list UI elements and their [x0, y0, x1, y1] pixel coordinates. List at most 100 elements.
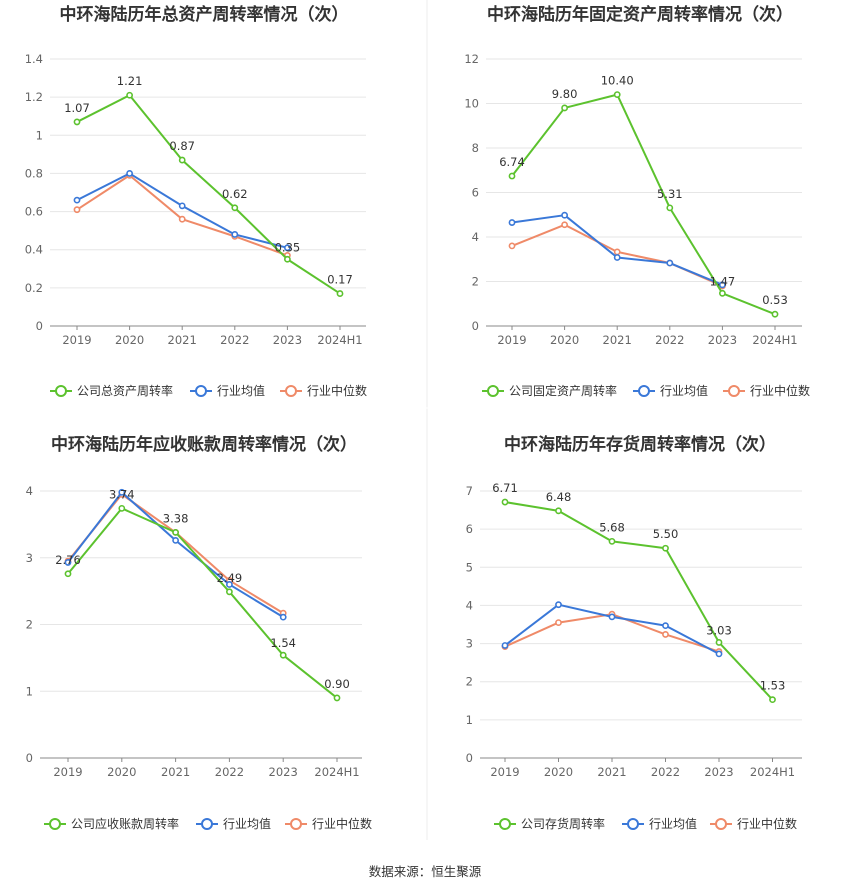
data-label: 5.68: [599, 520, 625, 534]
series-line-company: [67, 507, 338, 699]
y-tick-label: 0.8: [25, 166, 43, 180]
data-point-industry_avg: [666, 259, 674, 267]
legend-swatch-marker: [487, 385, 499, 397]
y-tick-label: 1.2: [25, 90, 43, 104]
chart-panel-1: 中环海陆历年总资产周转率情况（次） 0 0.2 0.4 0.6 0.8 1 1.2 1.4 201…: [25, 4, 367, 398]
y-tick-label: 2: [466, 675, 473, 689]
legend-swatch-marker: [285, 385, 297, 397]
x-tick-label: 2021: [603, 333, 632, 347]
data-point-industry_median: [662, 631, 669, 638]
y-tick-label: 1: [36, 128, 43, 142]
y-tick-label: 0.2: [25, 281, 43, 295]
legend-item-industry_median[interactable]: 行业中位数: [723, 383, 810, 398]
legend-item-company[interactable]: 公司固定资产周转率: [482, 383, 617, 398]
x-tick-label: 2022: [220, 333, 249, 347]
data-point-industry_avg: [225, 581, 233, 588]
data-label: 6.74: [499, 155, 525, 169]
data-label: 10.40: [601, 74, 634, 88]
x-tick-label: 2022: [651, 765, 680, 779]
legend-swatch-marker: [49, 818, 61, 830]
x-tick-label: 2021: [161, 765, 190, 779]
x-tick-label: 2024H1: [317, 333, 362, 347]
y-tick-label: 6: [472, 186, 479, 200]
data-source: 数据来源：恒生聚源: [369, 864, 482, 879]
legend-item-industry_avg[interactable]: 行业均值: [633, 383, 708, 398]
y-tick-label: 0: [26, 751, 33, 765]
data-point-company: [73, 118, 81, 126]
y-tick-label: 0: [36, 319, 43, 333]
data-label: 5.50: [653, 527, 679, 541]
legend-label: 公司存货周转率: [521, 816, 605, 831]
data-point-company: [126, 91, 134, 99]
legend-swatch-marker: [627, 818, 639, 830]
data-point-industry_avg: [178, 202, 186, 210]
data-point-industry_avg: [508, 219, 516, 226]
legend-label: 行业中位数: [750, 383, 810, 398]
legend-item-industry_median[interactable]: 行业中位数: [280, 383, 367, 398]
x-tick-label: 2022: [655, 333, 684, 347]
y-tick-label: 4: [26, 484, 33, 498]
legend-item-company[interactable]: 公司应收账款周转率: [44, 816, 179, 831]
x-tick-label: 2019: [53, 765, 82, 779]
legend-label: 行业均值: [649, 816, 697, 831]
data-point-company: [666, 204, 674, 212]
legend-item-industry_avg[interactable]: 行业均值: [196, 816, 271, 831]
y-tick-label: 2: [472, 275, 479, 289]
data-point-industry_avg: [73, 196, 81, 204]
chart-panel-3: 中环海陆历年应收账款周转率情况（次） 0 1 2 3 4 2019 2020 2021 2022 2…: [26, 434, 372, 831]
y-tick-label: 3: [466, 637, 473, 651]
x-tick-label: 2024H1: [314, 765, 359, 779]
data-point-company: [64, 570, 72, 578]
data-point-industry_avg: [231, 231, 239, 238]
data-label: 1.53: [760, 679, 786, 693]
legend-item-company[interactable]: 公司存货周转率: [494, 816, 605, 831]
data-point-industry_avg: [608, 613, 616, 621]
data-point-company: [501, 498, 509, 506]
legend-item-industry_median[interactable]: 行业中位数: [710, 816, 797, 831]
data-label: 3.38: [163, 511, 189, 525]
x-tick-label: 2020: [550, 333, 579, 347]
data-label: 1.54: [270, 636, 296, 650]
legend-label: 公司总资产周转率: [77, 383, 173, 398]
data-point-company: [662, 544, 669, 552]
y-tick-label: 4: [472, 230, 479, 244]
data-point-company: [118, 504, 126, 512]
chart-title: 中环海陆历年应收账款周转率情况（次）: [51, 434, 357, 455]
legend-item-industry_avg[interactable]: 行业均值: [622, 816, 697, 831]
data-label: 0.87: [169, 139, 195, 153]
y-tick-label: 10: [464, 97, 479, 111]
data-label: 2.49: [217, 571, 243, 585]
data-point-industry_avg: [555, 601, 562, 609]
x-tick-label: 2022: [215, 765, 244, 779]
legend-label: 行业中位数: [307, 383, 367, 398]
y-tick-label: 0: [466, 751, 473, 765]
x-tick-label: 2020: [115, 333, 144, 347]
data-point-industry_avg: [118, 488, 126, 496]
legend-label: 行业均值: [660, 383, 708, 398]
x-tick-label: 2023: [704, 765, 733, 779]
legend-item-company[interactable]: 公司总资产周转率: [50, 383, 173, 398]
y-tick-label: 1: [466, 713, 473, 727]
x-tick-label: 2021: [597, 765, 626, 779]
chart-title: 中环海陆历年总资产周转率情况（次）: [60, 4, 349, 25]
x-tick-label: 2021: [168, 333, 197, 347]
x-tick-label: 2024H1: [750, 765, 795, 779]
legend-swatch-marker: [728, 385, 740, 397]
x-tick-label: 2020: [544, 765, 573, 779]
data-point-company: [333, 694, 341, 702]
y-tick-label: 0.6: [25, 205, 43, 219]
data-point-company: [715, 639, 723, 646]
data-point-company: [283, 255, 291, 263]
chart-panel-4: 中环海陆历年存货周转率情况（次） 0 1 2 3 4 5 6 7 2019 2020 2021 2022…: [466, 434, 802, 831]
legend-swatch-marker: [290, 818, 302, 830]
data-point-industry_median: [178, 215, 186, 223]
legend-label: 行业均值: [223, 816, 271, 831]
legend-item-industry_avg[interactable]: 行业均值: [190, 383, 265, 398]
y-tick-label: 2: [26, 618, 33, 632]
legend-swatch-marker: [715, 818, 727, 830]
data-point-industry_avg: [501, 642, 509, 649]
data-point-industry_avg: [715, 650, 723, 658]
data-label: 0.17: [327, 273, 353, 287]
data-point-industry_avg: [561, 211, 568, 219]
legend-item-industry_median[interactable]: 行业中位数: [285, 816, 372, 831]
